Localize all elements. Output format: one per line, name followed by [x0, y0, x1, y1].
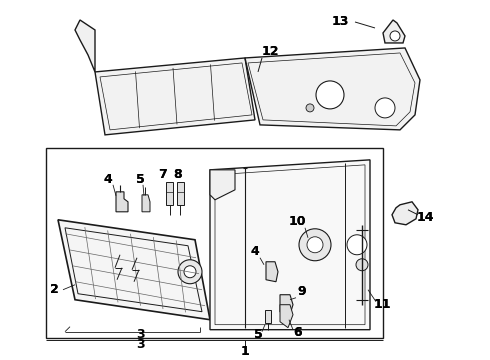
Circle shape: [178, 260, 202, 284]
Text: 13: 13: [331, 15, 349, 28]
Text: 6: 6: [294, 326, 302, 339]
Polygon shape: [210, 170, 235, 200]
Polygon shape: [392, 202, 418, 225]
Text: 10: 10: [288, 215, 306, 228]
Polygon shape: [266, 262, 278, 282]
Circle shape: [307, 237, 323, 253]
Circle shape: [356, 259, 368, 271]
Polygon shape: [75, 20, 95, 72]
Circle shape: [184, 266, 196, 278]
Text: 13: 13: [331, 15, 349, 28]
Text: 1: 1: [241, 345, 249, 358]
Polygon shape: [177, 182, 184, 205]
Text: 11: 11: [373, 298, 391, 311]
Text: 2: 2: [49, 283, 58, 296]
Text: 5: 5: [254, 328, 262, 341]
Text: 6: 6: [294, 326, 302, 339]
Text: 9: 9: [298, 285, 306, 298]
Text: 12: 12: [261, 45, 279, 58]
Polygon shape: [383, 20, 405, 43]
Text: 10: 10: [288, 215, 306, 228]
Text: 5: 5: [136, 173, 145, 186]
Polygon shape: [166, 182, 173, 205]
Text: 12: 12: [261, 45, 279, 58]
Circle shape: [347, 235, 367, 255]
Text: 3: 3: [136, 328, 145, 341]
Polygon shape: [265, 310, 271, 323]
Text: 9: 9: [298, 285, 306, 298]
Text: 3: 3: [136, 338, 145, 351]
Bar: [46, 148, 383, 338]
Circle shape: [306, 104, 314, 112]
Text: 5: 5: [136, 173, 145, 186]
Text: 2: 2: [49, 283, 58, 296]
Circle shape: [375, 98, 395, 118]
Text: 1: 1: [241, 345, 249, 358]
Text: 14: 14: [416, 211, 434, 224]
Text: 4: 4: [103, 173, 112, 186]
Polygon shape: [280, 305, 293, 328]
Polygon shape: [245, 48, 420, 130]
Text: 7: 7: [158, 168, 167, 181]
Text: 14: 14: [416, 211, 434, 224]
Text: 8: 8: [173, 168, 182, 181]
Text: 8: 8: [173, 168, 182, 181]
Text: 4: 4: [250, 245, 259, 258]
Text: 11: 11: [373, 298, 391, 311]
Text: 7: 7: [158, 168, 167, 181]
Polygon shape: [116, 192, 128, 212]
Polygon shape: [142, 195, 150, 212]
Circle shape: [299, 229, 331, 261]
Polygon shape: [210, 160, 370, 330]
Text: 5: 5: [254, 328, 262, 341]
Polygon shape: [58, 220, 210, 320]
Text: 4: 4: [103, 173, 112, 186]
Circle shape: [390, 31, 400, 41]
Circle shape: [316, 81, 344, 109]
Text: 4: 4: [250, 245, 259, 258]
Polygon shape: [280, 295, 293, 318]
Polygon shape: [95, 58, 255, 135]
